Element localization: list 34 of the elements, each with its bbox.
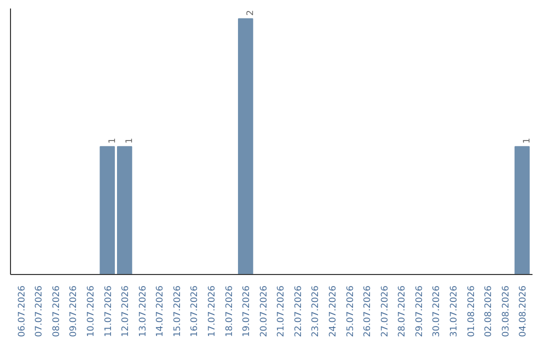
x-tick-label: 20.07.2026 <box>259 285 270 338</box>
data-label: 1 <box>108 138 118 144</box>
x-tick-label: 22.07.2026 <box>294 285 304 338</box>
data-label: 2 <box>246 10 256 16</box>
x-tick-label: 08.07.2026 <box>52 285 62 338</box>
x-tick-label: 16.07.2026 <box>190 285 200 338</box>
x-tick-label: 27.07.2026 <box>380 285 390 338</box>
x-tick-label: 17.07.2026 <box>208 285 218 338</box>
x-tick-label: 31.07.2026 <box>449 285 460 338</box>
x-tick-label: 07.07.2026 <box>34 285 45 338</box>
x-tick-label: 30.07.2026 <box>432 285 442 338</box>
x-tick-label: 18.07.2026 <box>224 285 235 338</box>
x-tick-label: 13.07.2026 <box>138 285 148 338</box>
x-tick-label: 15.07.2026 <box>172 285 183 338</box>
x-tick-label: 04.08.2026 <box>518 285 529 338</box>
x-tick-label: 01.08.2026 <box>466 285 477 338</box>
x-tick-label: 24.07.2026 <box>328 285 338 338</box>
x-tick-label: 25.07.2026 <box>346 285 356 338</box>
x-tick-label: 21.07.2026 <box>276 285 287 338</box>
x-tick-label: 10.07.2026 <box>86 285 97 338</box>
data-label: 1 <box>522 138 533 144</box>
x-tick-label: 14.07.2026 <box>156 285 166 338</box>
x-tick-label: 03.08.2026 <box>501 285 512 338</box>
x-tick-label: 28.07.2026 <box>398 285 408 338</box>
x-tick-label: 06.07.2026 <box>17 285 28 338</box>
data-label: 1 <box>125 138 136 144</box>
x-tick-label: 29.07.2026 <box>414 285 425 338</box>
x-tick-label: 19.07.2026 <box>242 285 252 338</box>
x-tick-label: 26.07.2026 <box>363 285 374 338</box>
x-tick-label: 23.07.2026 <box>311 285 322 338</box>
x-tick-label: 09.07.2026 <box>69 285 80 338</box>
x-tick-label: 02.08.2026 <box>484 285 494 338</box>
x-tick-label: 12.07.2026 <box>121 285 132 338</box>
x-tick-label: 11.07.2026 <box>104 285 114 338</box>
